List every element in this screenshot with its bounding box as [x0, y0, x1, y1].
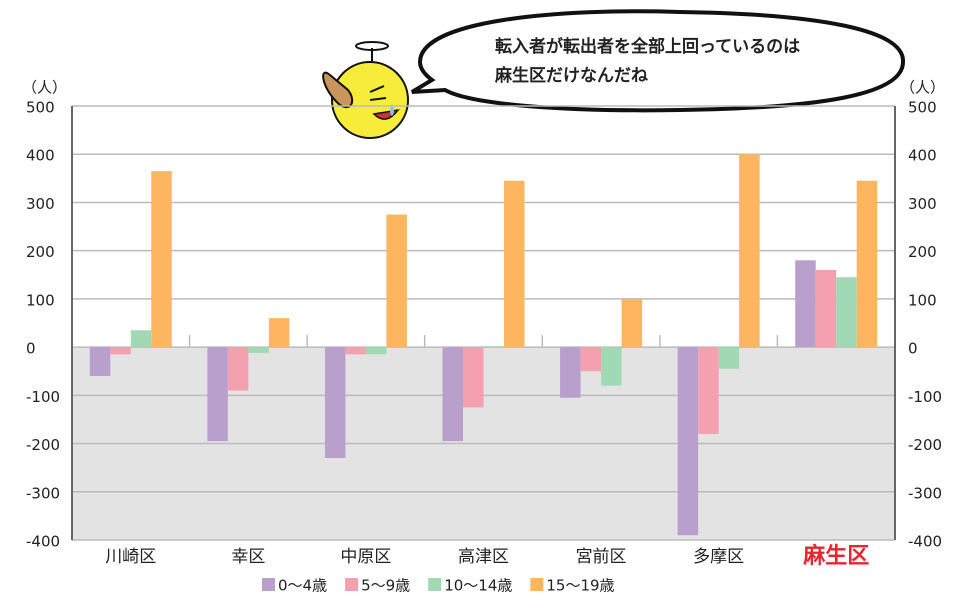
y2-tick-label: -300 [908, 484, 942, 502]
x-tick-label: 中原区 [340, 547, 391, 567]
y-tick-label: -300 [26, 484, 60, 502]
bar [484, 346, 505, 347]
bar [678, 347, 699, 535]
bar [739, 154, 760, 347]
bar [151, 171, 172, 347]
bar [601, 347, 622, 386]
x-tick-label: 麻生区 [802, 543, 869, 569]
y-tick-label: 300 [26, 195, 55, 213]
x-tick-label: 多摩区 [693, 547, 744, 567]
bar [443, 347, 464, 441]
y2-tick-label: 300 [908, 195, 937, 213]
bar [463, 347, 484, 407]
bar [795, 260, 816, 347]
legend-swatch [428, 578, 441, 591]
y-tick-label: -200 [26, 436, 60, 454]
bar [325, 347, 346, 458]
y-tick-label: -100 [26, 388, 60, 406]
bar [386, 215, 407, 348]
page: 転入者が転出者を全部上回っているのは 麻生区だけなんだね （人） （人） -40… [0, 0, 973, 600]
y-tick-label: 0 [26, 340, 36, 358]
bar [622, 299, 643, 347]
bar [110, 347, 130, 354]
y2-tick-label: 200 [908, 243, 937, 261]
legend-swatch [262, 578, 275, 591]
bar [719, 347, 740, 369]
legend-label: 0〜4歳 [278, 577, 327, 595]
bar [207, 347, 228, 441]
legend-label: 10〜14歳 [444, 577, 512, 595]
y2-tick-label: 400 [908, 147, 937, 165]
y-tick-label: 400 [26, 147, 55, 165]
legend-label: 15〜19歳 [546, 577, 614, 595]
bar [581, 347, 602, 371]
y-unit: （人） [22, 79, 67, 97]
y-tick-label: 500 [26, 99, 55, 117]
annotation: 麻生区だけなんだね [494, 65, 648, 86]
legend-swatch [530, 578, 543, 591]
y2-unit: （人） [900, 79, 945, 97]
bar [345, 347, 366, 354]
bar [269, 318, 290, 347]
bar [504, 181, 525, 347]
x-tick-label: 宮前区 [576, 547, 627, 567]
bar [228, 347, 249, 390]
annotation: 転入者が転出者を全部上回っているのは [495, 36, 800, 57]
legend-swatch [345, 578, 358, 591]
bar [131, 330, 152, 347]
y-tick-label: -400 [26, 533, 60, 551]
bar [366, 347, 387, 354]
bar [248, 347, 269, 353]
bar [90, 347, 111, 376]
y2-tick-label: -200 [908, 436, 942, 454]
y2-tick-label: 100 [908, 291, 937, 309]
legend-label: 5〜9歳 [361, 577, 410, 595]
y2-tick-label: 0 [908, 340, 918, 358]
bar [560, 347, 581, 398]
x-tick-label: 幸区 [231, 547, 265, 567]
bar [698, 347, 719, 434]
bar [857, 181, 878, 347]
y-tick-label: 200 [26, 243, 55, 261]
y2-tick-label: 500 [908, 99, 937, 117]
x-tick-label: 川崎区 [105, 547, 156, 567]
x-tick-label: 高津区 [458, 547, 509, 567]
bar [816, 270, 837, 347]
y-tick-label: 100 [26, 291, 55, 309]
y2-tick-label: -400 [908, 533, 942, 551]
bar [836, 277, 857, 347]
y2-tick-label: -100 [908, 388, 942, 406]
chart: 転入者が転出者を全部上回っているのは 麻生区だけなんだね （人） （人） -40… [0, 0, 973, 600]
